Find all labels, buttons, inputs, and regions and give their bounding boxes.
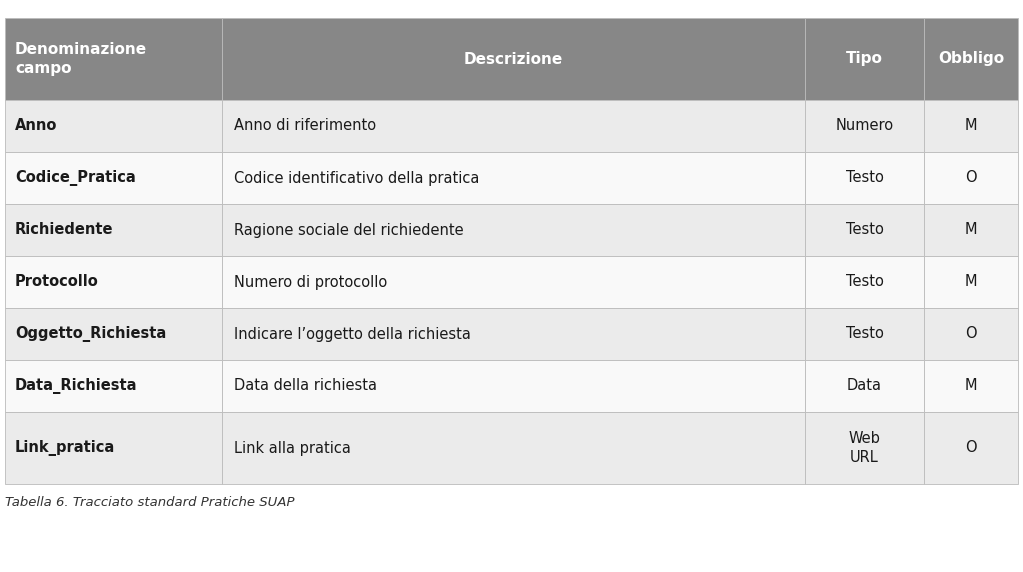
Text: Testo: Testo xyxy=(846,275,884,289)
Bar xyxy=(805,152,924,204)
Bar xyxy=(5,204,222,256)
Bar xyxy=(805,100,924,152)
Bar xyxy=(5,360,222,412)
Bar xyxy=(924,18,1018,100)
Text: Data: Data xyxy=(847,379,882,394)
Text: M: M xyxy=(965,275,977,289)
Bar xyxy=(222,100,805,152)
Text: Indicare l’oggetto della richiesta: Indicare l’oggetto della richiesta xyxy=(234,327,471,341)
Text: Obbligo: Obbligo xyxy=(938,51,1004,66)
Bar xyxy=(924,256,1018,308)
Text: Testo: Testo xyxy=(846,170,884,185)
Text: Web
URL: Web URL xyxy=(849,431,881,465)
Text: Tipo: Tipo xyxy=(846,51,883,66)
Text: Data della richiesta: Data della richiesta xyxy=(234,379,376,394)
Bar xyxy=(222,360,805,412)
Text: Oggetto_Richiesta: Oggetto_Richiesta xyxy=(15,326,167,342)
Text: Link alla pratica: Link alla pratica xyxy=(234,440,351,455)
Text: Tabella 6. Tracciato standard Pratiche SUAP: Tabella 6. Tracciato standard Pratiche S… xyxy=(5,496,295,509)
Bar xyxy=(805,308,924,360)
Text: Richiedente: Richiedente xyxy=(15,223,114,237)
Text: M: M xyxy=(965,118,977,133)
Bar xyxy=(5,256,222,308)
Text: Data_Richiesta: Data_Richiesta xyxy=(15,378,137,394)
Bar xyxy=(222,412,805,484)
Bar xyxy=(5,152,222,204)
Bar xyxy=(924,412,1018,484)
Bar xyxy=(222,152,805,204)
Text: Link_pratica: Link_pratica xyxy=(15,440,116,456)
Text: Testo: Testo xyxy=(846,327,884,341)
Text: M: M xyxy=(965,379,977,394)
Bar xyxy=(222,204,805,256)
Bar xyxy=(924,152,1018,204)
Text: O: O xyxy=(965,170,977,185)
Text: Numero: Numero xyxy=(836,118,894,133)
Text: Protocollo: Protocollo xyxy=(15,275,99,289)
Bar xyxy=(222,308,805,360)
Bar xyxy=(222,256,805,308)
Bar xyxy=(924,100,1018,152)
Text: Descrizione: Descrizione xyxy=(463,51,563,66)
Bar xyxy=(805,412,924,484)
Bar xyxy=(924,360,1018,412)
Text: Denominazione
campo: Denominazione campo xyxy=(15,42,147,76)
Bar xyxy=(805,360,924,412)
Text: Codice_Pratica: Codice_Pratica xyxy=(15,170,136,186)
Text: Testo: Testo xyxy=(846,223,884,237)
Bar xyxy=(924,308,1018,360)
Bar xyxy=(924,204,1018,256)
Text: Anno di riferimento: Anno di riferimento xyxy=(234,118,375,133)
Bar xyxy=(222,18,805,100)
Text: O: O xyxy=(965,327,977,341)
Bar xyxy=(805,256,924,308)
Text: Anno: Anno xyxy=(15,118,57,133)
Bar xyxy=(5,100,222,152)
Text: O: O xyxy=(965,440,977,455)
Text: Codice identificativo della pratica: Codice identificativo della pratica xyxy=(234,170,479,185)
Text: M: M xyxy=(965,223,977,237)
Bar xyxy=(805,204,924,256)
Text: Ragione sociale del richiedente: Ragione sociale del richiedente xyxy=(234,223,463,237)
Bar xyxy=(5,18,222,100)
Text: Numero di protocollo: Numero di protocollo xyxy=(234,275,387,289)
Bar xyxy=(5,412,222,484)
Bar xyxy=(805,18,924,100)
Bar xyxy=(5,308,222,360)
